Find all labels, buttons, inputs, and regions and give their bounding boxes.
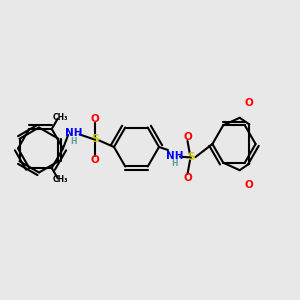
Text: NH: NH [65,128,82,139]
Text: CH₃: CH₃ [52,176,68,184]
Text: O: O [244,98,253,108]
Text: H: H [70,136,77,146]
Text: S: S [187,152,194,163]
Text: O: O [90,154,99,165]
Text: NH: NH [166,151,183,161]
Text: H: H [171,159,178,168]
Text: CH₃: CH₃ [52,112,68,122]
Text: O: O [183,173,192,183]
Text: O: O [244,180,253,190]
Text: O: O [183,132,192,142]
Text: O: O [90,114,99,124]
Text: S: S [91,134,98,145]
